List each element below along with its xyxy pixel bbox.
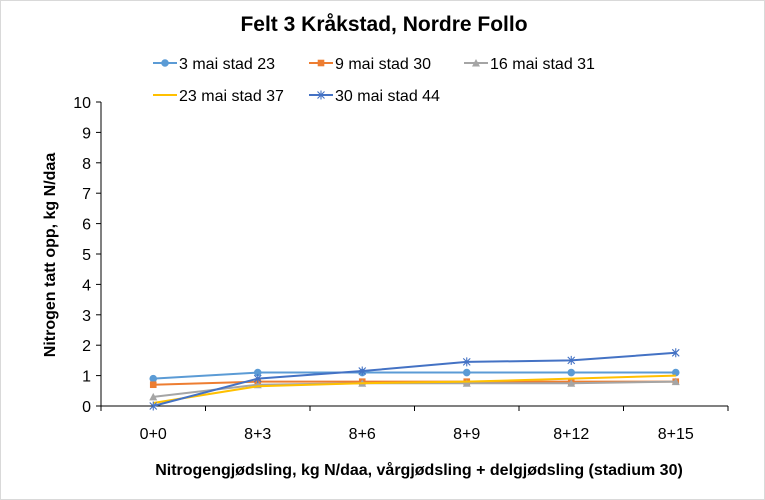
x-axis-title: Nitrogengjødsling, kg N/daa, vårgjødslin…	[155, 461, 683, 479]
y-tick-label: 5	[82, 247, 91, 264]
data-point	[671, 348, 680, 358]
data-point	[253, 374, 262, 384]
y-tick-label: 2	[82, 338, 91, 355]
legend-marker	[317, 59, 325, 67]
legend-item: 23 mai stad 37	[153, 88, 284, 105]
legend-marker	[317, 90, 325, 100]
x-axis-ticks: 0+0 8+3 8+6 8+9 8+12 8+15	[100, 406, 729, 443]
legend-item: 16 mai stad 31	[464, 56, 595, 73]
y-tick-label: 0	[82, 399, 91, 416]
legend-marker	[161, 59, 169, 67]
data-point	[462, 379, 471, 387]
data-point	[149, 374, 158, 383]
series-line	[153, 380, 676, 398]
x-tick-label: 8+9	[453, 426, 480, 443]
x-tick-label: 8+15	[658, 426, 694, 443]
y-tick-label: 6	[82, 217, 91, 234]
series-line	[153, 374, 676, 404]
series-1	[149, 368, 680, 383]
x-tick-label: 8+6	[349, 426, 376, 443]
data-point	[462, 368, 471, 377]
data-point	[358, 366, 367, 376]
data-point	[567, 379, 576, 387]
data-point	[149, 381, 157, 389]
x-tick-label: 8+12	[553, 426, 589, 443]
y-tick-label: 10	[73, 95, 91, 112]
data-point	[149, 401, 158, 411]
data-point	[567, 355, 576, 365]
legend-label: 9 mai stad 30	[335, 56, 431, 73]
series-4	[153, 374, 676, 404]
chart-title: Felt 3 Kråkstad, Nordre Follo	[240, 13, 527, 36]
x-tick-label: 8+3	[244, 426, 271, 443]
y-axis-title: Nitrogen tatt opp, kg N/daa	[42, 153, 59, 358]
data-point	[671, 377, 680, 386]
y-tick-label: 7	[82, 186, 91, 203]
y-tick-label: 8	[82, 156, 91, 173]
legend-item: 3 mai stad 23	[153, 56, 275, 73]
legend-label: 23 mai stad 37	[179, 88, 284, 105]
legend-label: 3 mai stad 23	[179, 56, 275, 73]
legend-label: 30 mai stad 44	[335, 88, 440, 105]
y-tick-label: 1	[82, 369, 91, 386]
series-5	[149, 348, 680, 411]
data-point	[462, 357, 471, 367]
legend-item: 9 mai stad 30	[309, 56, 431, 73]
y-tick-label: 9	[82, 125, 91, 142]
y-axis-ticks: 0 1 2 3 4 5 6 7 8 9 10	[73, 95, 101, 416]
series-line	[153, 371, 676, 380]
legend-marker	[472, 59, 480, 67]
y-tick-label: 4	[82, 277, 91, 294]
data-point	[149, 392, 158, 401]
series-group	[149, 348, 680, 411]
y-tick-label: 3	[82, 308, 91, 325]
legend-label: 16 mai stad 31	[490, 56, 595, 73]
legend: 3 mai stad 23 9 mai stad 30 16 mai stad 31…	[153, 56, 595, 105]
series-line	[152, 351, 676, 407]
data-point	[567, 368, 576, 377]
legend-item: 30 mai stad 44	[309, 88, 440, 105]
x-tick-label: 0+0	[140, 426, 167, 443]
